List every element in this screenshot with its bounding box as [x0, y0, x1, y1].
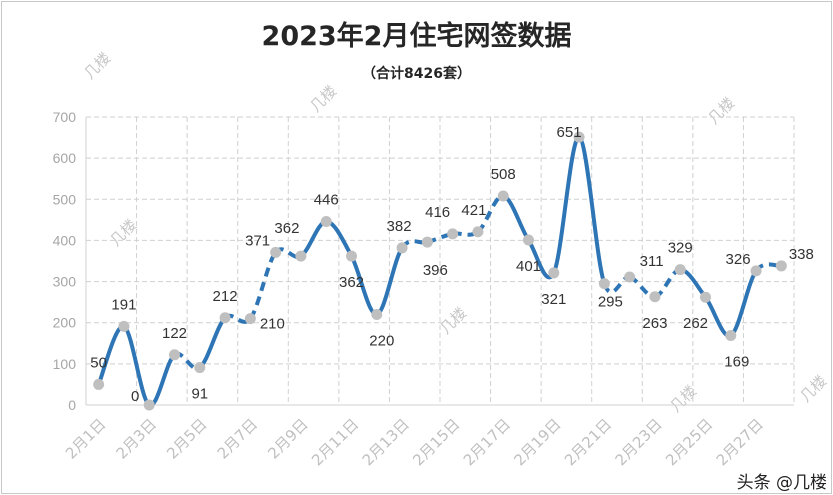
data-label: 321	[541, 291, 566, 308]
data-label: 382	[387, 218, 412, 235]
line-segment	[502, 194, 531, 242]
data-label: 0	[131, 388, 139, 405]
data-label: 421	[461, 202, 486, 219]
data-point	[548, 267, 560, 279]
data-point	[573, 131, 585, 143]
y-tick-label: 200	[53, 315, 77, 331]
data-label: 91	[191, 386, 208, 403]
data-label: 169	[724, 353, 749, 370]
data-point	[143, 399, 155, 411]
line-segment	[577, 135, 607, 285]
y-tick-label: 100	[53, 356, 77, 372]
data-label: 263	[642, 315, 667, 332]
x-tick-label: 2月1日	[62, 415, 109, 462]
data-point	[320, 216, 332, 228]
data-label: 50	[90, 354, 107, 371]
data-point	[497, 190, 509, 202]
data-label: 295	[598, 294, 623, 311]
x-tick-label: 2月9日	[264, 415, 311, 462]
data-label: 396	[423, 262, 448, 279]
y-tick-label: 400	[53, 232, 77, 248]
x-tick-label: 2月27日	[713, 415, 767, 469]
data-point	[700, 291, 711, 303]
data-label: 212	[213, 288, 238, 305]
line-segment	[654, 267, 681, 299]
x-tick-label: 2月17日	[460, 415, 514, 469]
data-point	[295, 250, 307, 262]
data-label: 122	[162, 325, 187, 342]
x-tick-label: 2月13日	[359, 415, 413, 469]
y-tick-label: 0	[68, 397, 76, 413]
data-point	[775, 260, 787, 272]
x-tick-label: 2月11日	[308, 415, 362, 469]
line-segment	[703, 295, 732, 338]
data-label: 326	[726, 251, 751, 268]
data-label: 416	[425, 204, 450, 221]
data-label: 401	[516, 258, 541, 275]
credit-text: 头条 @几楼	[736, 473, 827, 493]
data-point	[750, 265, 762, 277]
data-point	[472, 226, 484, 238]
data-point	[194, 362, 206, 374]
data-point	[93, 378, 105, 390]
data-label: 329	[668, 240, 693, 257]
data-point	[624, 271, 636, 283]
x-tick-label: 2月25日	[662, 415, 716, 469]
x-tick-label: 2月15日	[409, 415, 463, 469]
data-label: 651	[557, 124, 582, 141]
line-segment	[551, 135, 582, 274]
line-segment	[198, 316, 227, 370]
y-tick-label: 500	[53, 191, 77, 207]
x-tick-label: 2月21日	[561, 415, 615, 469]
data-point	[421, 236, 433, 248]
x-tick-label: 2月3日	[113, 415, 160, 462]
y-tick-label: 700	[53, 109, 77, 125]
data-point	[270, 246, 282, 258]
line-segment	[299, 219, 327, 258]
line-segment	[248, 251, 278, 320]
data-label: 371	[245, 232, 270, 249]
chart-title: 2023年2月住宅网签数据	[261, 21, 572, 52]
data-point	[244, 313, 256, 325]
data-point	[649, 291, 661, 303]
data-label: 338	[789, 246, 814, 263]
x-tick-label: 2月5日	[163, 415, 210, 462]
y-tick-label: 600	[53, 150, 77, 166]
data-point	[118, 320, 130, 332]
data-label: 311	[640, 253, 664, 270]
data-point	[598, 278, 610, 290]
data-label: 262	[683, 315, 708, 332]
data-point	[219, 312, 231, 324]
line-segment	[148, 353, 177, 408]
data-label: 508	[491, 166, 516, 183]
data-label: 210	[260, 316, 285, 333]
data-point	[169, 349, 180, 361]
data-point	[447, 228, 459, 240]
x-tick-label: 2月7日	[214, 415, 261, 462]
data-label: 191	[111, 296, 136, 313]
data-point	[725, 329, 737, 341]
chart-subtitle: （合计8426套）	[362, 66, 471, 82]
y-tick-label: 300	[53, 274, 77, 290]
data-point	[371, 308, 383, 320]
x-tick-label: 2月19日	[510, 415, 564, 469]
x-tick-label: 2月23日	[612, 415, 666, 469]
data-point	[346, 250, 357, 262]
data-label: 362	[274, 220, 299, 237]
data-label: 446	[314, 192, 339, 209]
data-label: 220	[369, 332, 394, 349]
data-label: 362	[339, 274, 364, 291]
data-point	[523, 234, 534, 246]
data-point	[674, 264, 686, 276]
data-point	[396, 242, 408, 254]
